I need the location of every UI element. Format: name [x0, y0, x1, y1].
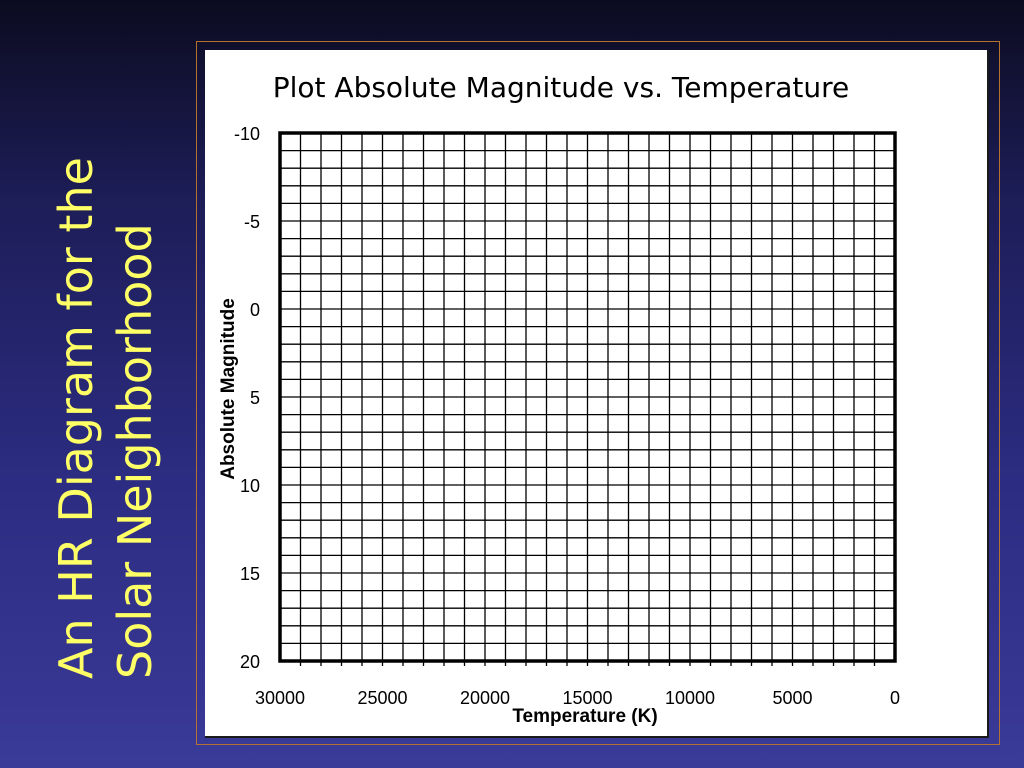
chart-title: Plot Absolute Magnitude vs. Temperature [273, 71, 850, 104]
y-tick-label: 20 [240, 652, 260, 672]
x-tick-label: 0 [890, 688, 900, 708]
y-tick-label: -5 [244, 212, 260, 232]
x-tick-label: 10000 [665, 688, 715, 708]
chart-frame [196, 41, 1000, 745]
hr-diagram-chart: Plot Absolute Magnitude vs. Temperature … [218, 71, 900, 727]
plot-grid [278, 131, 897, 666]
y-tick-label: 5 [250, 388, 260, 408]
y-tick-label: 0 [250, 300, 260, 320]
x-tick-label: 5000 [772, 688, 812, 708]
y-axis-label: Absolute Magnitude [218, 298, 239, 480]
slide-title: An HR Diagram for the Solar Neighborhood [42, 68, 168, 708]
x-axis-label: Temperature (K) [512, 706, 657, 727]
x-tick-label: 15000 [562, 688, 612, 708]
plot-area-border [278, 131, 897, 663]
slide-title-line-2: Solar Neighborhood [108, 223, 162, 679]
slide-title-line-1: An HR Diagram for the [49, 157, 103, 679]
tick-labels: -10 -5 0 5 10 15 20 30000 25000 20000 15000 10000 50… [234, 124, 900, 708]
chart-panel: Plot Absolute Magnitude vs. Temperature … [205, 50, 989, 738]
y-tick-label: 10 [240, 476, 260, 496]
x-tick-label: 20000 [460, 688, 510, 708]
y-tick-label: -10 [234, 124, 260, 144]
x-tick-label: 25000 [357, 688, 407, 708]
x-tick-label: 30000 [255, 688, 305, 708]
y-tick-label: 15 [240, 564, 260, 584]
